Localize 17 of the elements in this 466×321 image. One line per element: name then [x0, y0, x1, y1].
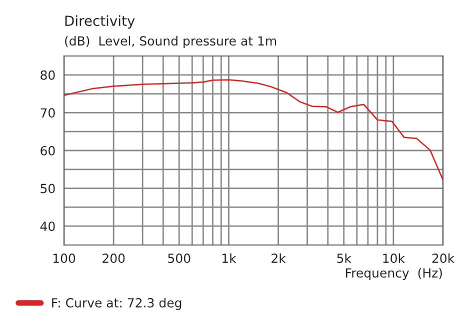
y-tick-label: 40	[40, 222, 55, 232]
x-tick-label: 10k	[383, 253, 405, 264]
x-tick-label: 100	[53, 254, 76, 264]
chart-subtitle: (dB) Level, Sound pressure at 1m	[65, 36, 276, 48]
y-tick-label: 50	[40, 184, 55, 194]
x-tick-label: 2k	[272, 253, 286, 263]
x-axis-title: Frequency (Hz)	[346, 268, 442, 280]
x-tick-label: 1k	[222, 253, 236, 263]
y-tick-label: 70	[40, 108, 55, 118]
x-tick-label: 500	[168, 254, 190, 264]
x-tick-label: 5k	[337, 253, 352, 264]
chart-title: Directivity	[65, 15, 135, 29]
x-tick-label: 20k	[432, 253, 455, 264]
x-tick-label: 200	[102, 254, 125, 264]
y-tick-label: 80	[40, 70, 55, 80]
y-tick-label: 60	[40, 146, 55, 156]
legend-label: F: Curve at: 72.3 deg	[52, 298, 182, 310]
